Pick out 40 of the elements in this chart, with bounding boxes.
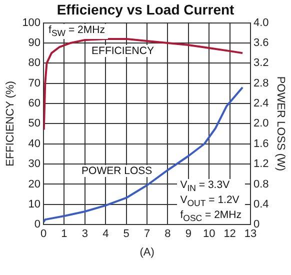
- y2-tick-label: 2.8: [254, 77, 269, 90]
- y-tick-label: 0: [34, 218, 41, 231]
- y2-tick-label: 2.4: [254, 98, 269, 110]
- y2-tick-label: 3.6: [254, 37, 269, 50]
- y-tick-label: 50: [28, 118, 41, 130]
- x-tick-label: 7: [144, 228, 150, 240]
- y-tick-label: 60: [28, 98, 41, 110]
- y2-tick-label: 4.0: [254, 16, 269, 29]
- y-tick-label: 80: [28, 57, 41, 70]
- y-tick-label: 30: [28, 158, 41, 170]
- y2-tick-label: 0.8: [254, 178, 269, 190]
- y2-axis-title: POWER LOSS (W): [274, 76, 286, 172]
- x-tick-label: 3: [82, 228, 88, 240]
- y-tick-label: 90: [28, 37, 41, 50]
- y2-tick-label: 2.0: [254, 118, 269, 130]
- y2-tick-label: 1.6: [254, 138, 269, 150]
- x-tick-label: 4: [102, 228, 109, 240]
- y2-tick-label: 0: [254, 218, 260, 231]
- x-tick-label: 1: [61, 228, 68, 240]
- y-axis-title: EFFICIENCY (%): [4, 81, 17, 166]
- x-tick-label: 9: [185, 228, 192, 240]
- y2-tick-label: 1.2: [254, 158, 269, 170]
- y-tick-label: 70: [28, 77, 41, 90]
- x-tick-label: 12: [224, 228, 236, 240]
- y-tick-label: 40: [28, 138, 41, 150]
- series-label: EFFICIENCY: [88, 44, 157, 57]
- text: V$_{IN}$ = 3.3V V$_{OUT}$ = 1.2V f$_{OSC}$ = 2MHz: [180, 178, 242, 223]
- y-tick-label: 10: [28, 198, 41, 210]
- x-tick-label: 13: [244, 228, 257, 240]
- series-label: POWER LOSS: [78, 165, 156, 178]
- y2-tick-label: 0.4: [254, 198, 269, 210]
- annotation: f$_{SW}$ = 2MHz: [46, 24, 108, 39]
- y2-tick-label: 3.2: [254, 57, 269, 70]
- x-tick-label: 10: [202, 228, 216, 240]
- x-axis-title: (A): [140, 246, 154, 258]
- y-tick-label: 100: [22, 16, 41, 29]
- y-tick-label: 20: [28, 178, 41, 190]
- chart-title: Efficiency vs Load Current: [56, 1, 235, 18]
- x-tick-label: 5: [123, 228, 130, 240]
- x-tick-label: 8: [164, 228, 171, 240]
